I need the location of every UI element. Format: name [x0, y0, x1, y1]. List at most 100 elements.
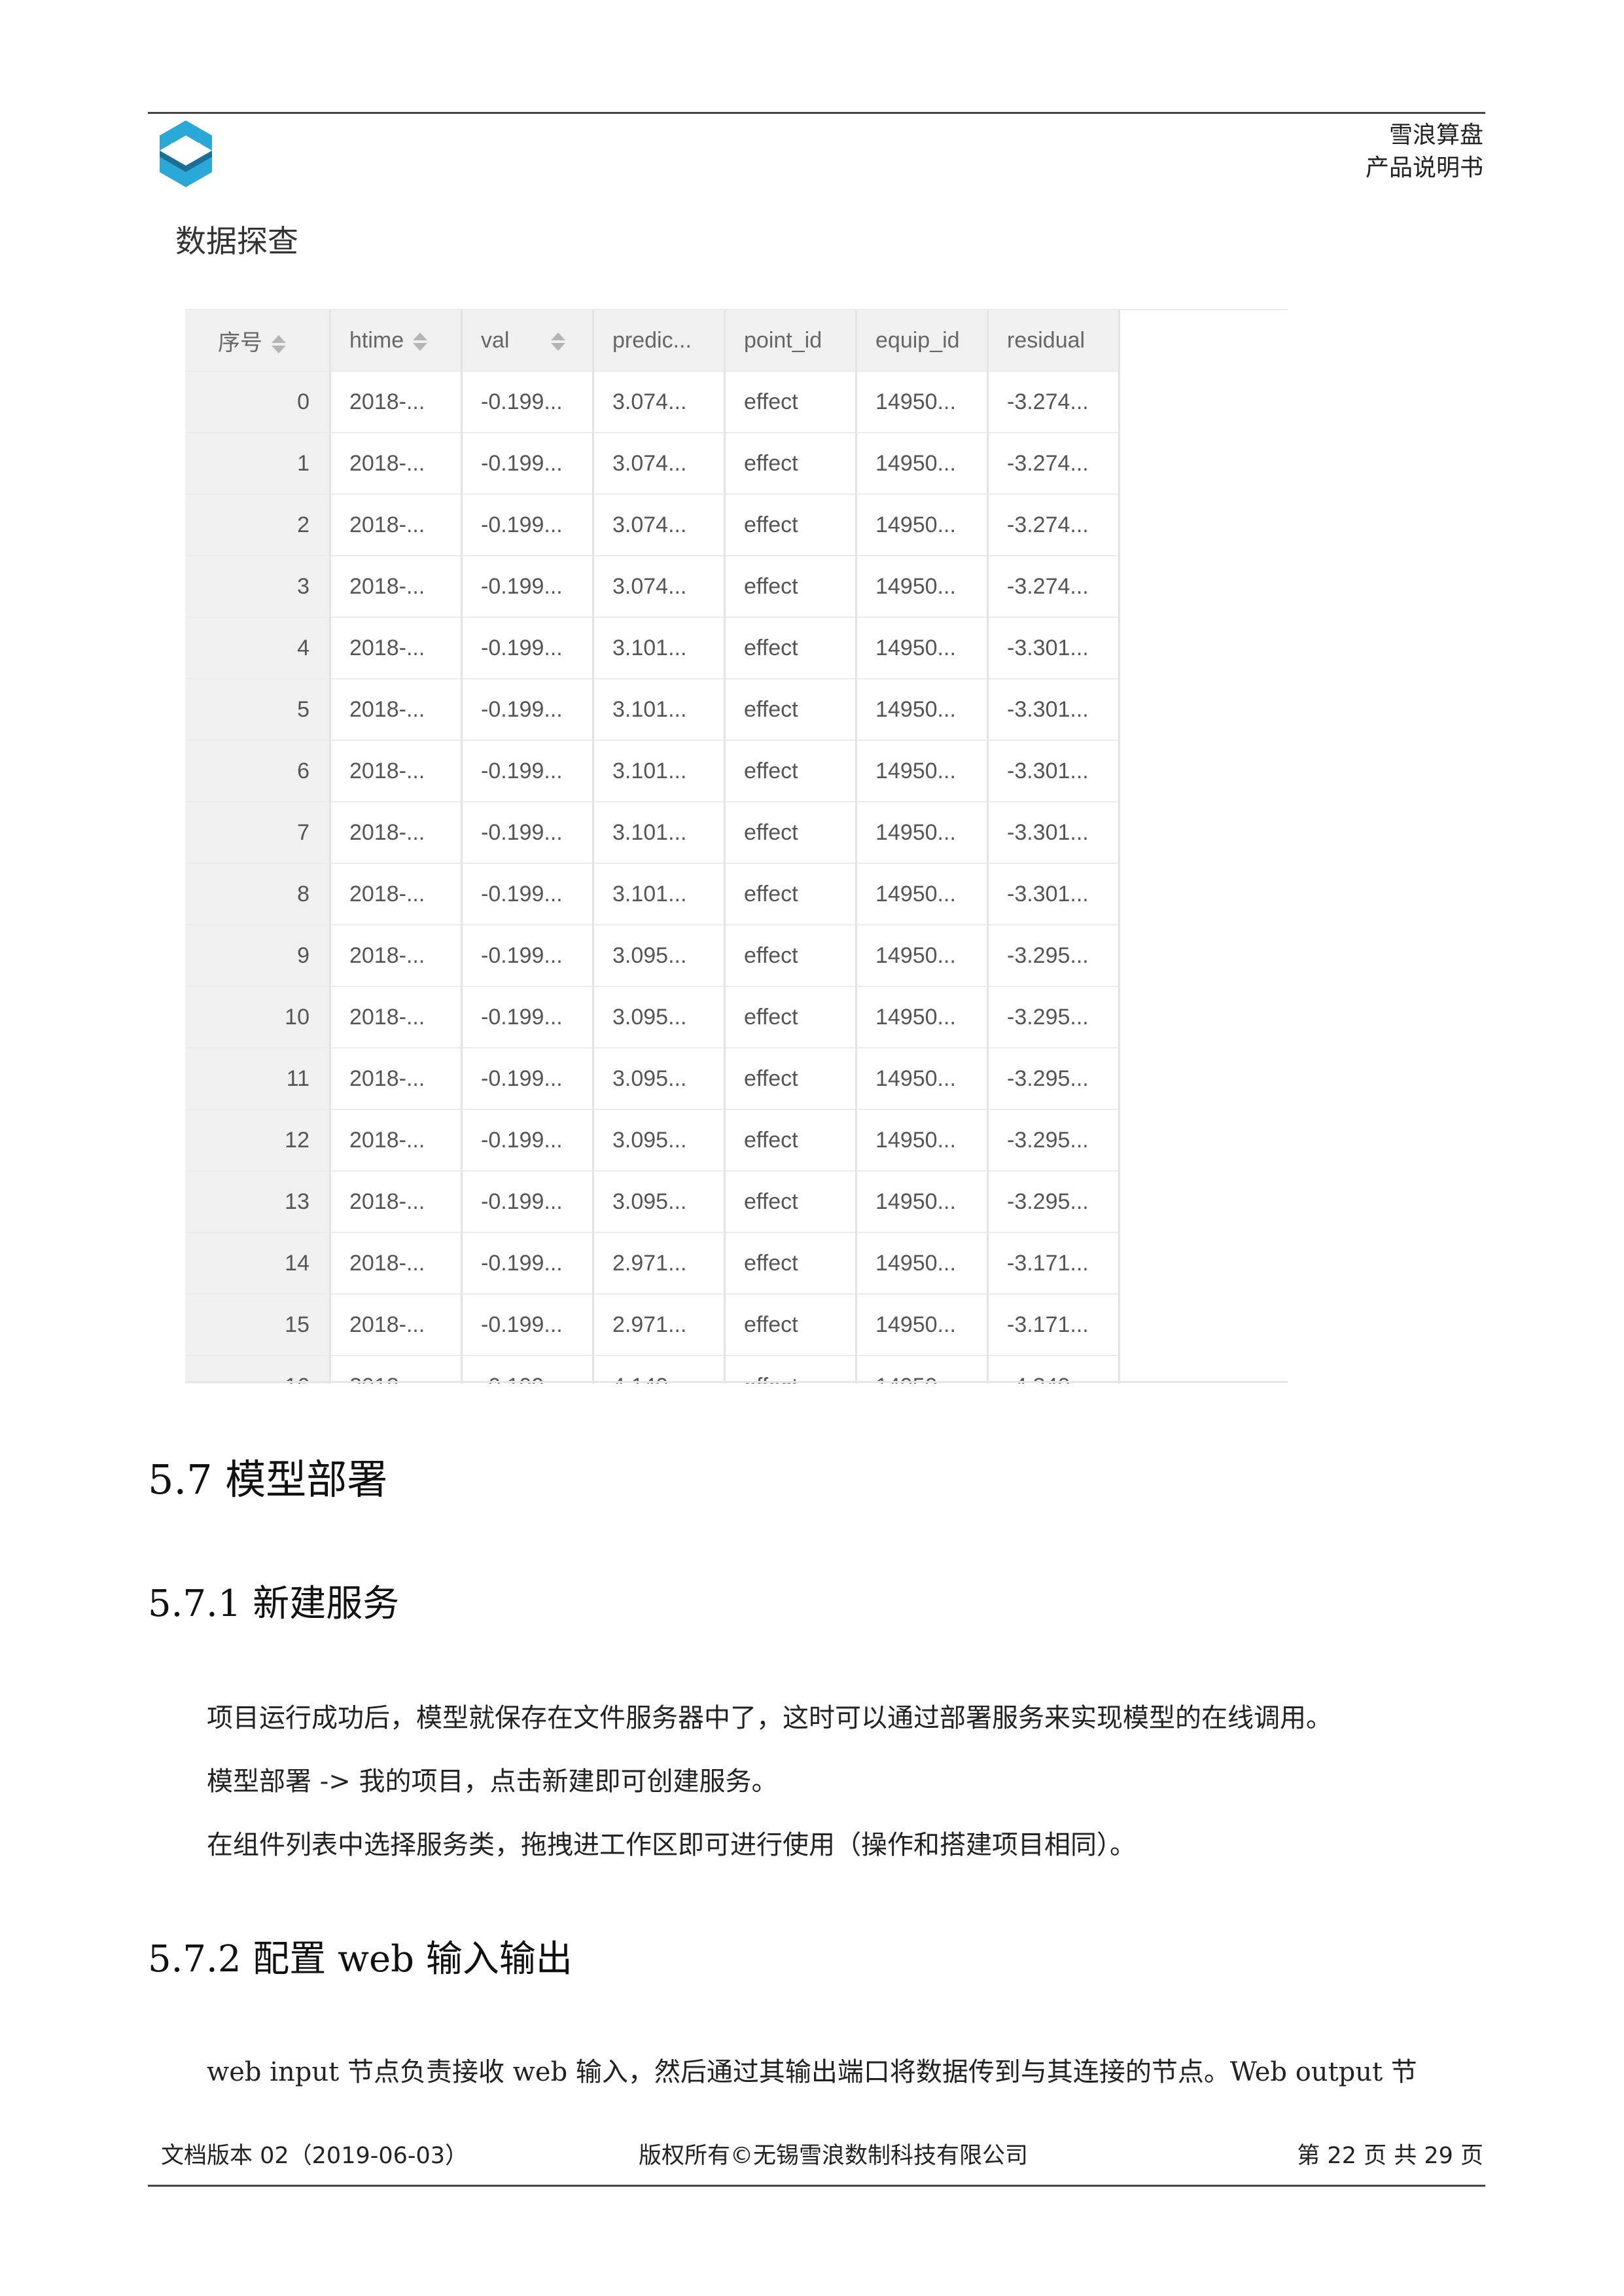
table-row[interactable]: 13 2018-... -0.199... 3.095... effect 14950..…	[185, 1171, 1120, 1233]
table-cell: 14950...	[856, 802, 989, 864]
table-cell: -0.199...	[461, 1355, 594, 1384]
table-cell: -3.295...	[987, 1171, 1120, 1233]
table-cell: 2018-...	[330, 1355, 463, 1384]
table-cell: -0.199...	[461, 863, 594, 925]
table-row[interactable]: 9 2018-... -0.199... 3.095... effect 14950...…	[185, 925, 1120, 987]
table-cell: -3.301...	[987, 617, 1120, 679]
table-cell: 4.140...	[593, 1355, 726, 1384]
row-index-cell: 2	[185, 494, 331, 556]
table-cell: 2018-...	[330, 1109, 463, 1172]
table-cell: -3.295...	[987, 925, 1120, 987]
table-cell: -3.301...	[987, 802, 1120, 864]
table-cell: 3.095...	[593, 1048, 726, 1110]
data-table: 序号 htime val predic... point_id equip_id…	[185, 310, 1120, 1384]
table-cell: 2018-...	[330, 863, 463, 925]
column-header-residual[interactable]: residual	[987, 310, 1120, 372]
table-cell: 2.971...	[593, 1232, 726, 1295]
table-row[interactable]: 7 2018-... -0.199... 3.101... effect 14950...…	[185, 802, 1120, 864]
table-cell: 3.074...	[593, 371, 726, 433]
screenshot-title: 数据探查	[175, 224, 298, 260]
table-cell: -3.301...	[987, 863, 1120, 925]
column-header-index[interactable]: 序号	[185, 310, 331, 372]
table-row[interactable]: 3 2018-... -0.199... 3.074... effect 14950...…	[185, 556, 1120, 618]
column-header-equip-id[interactable]: equip_id	[856, 310, 989, 372]
table-row[interactable]: 2 2018-... -0.199... 3.074... effect 14950...…	[185, 494, 1120, 556]
table-row[interactable]: 15 2018-... -0.199... 2.971... effect 14950..…	[185, 1294, 1120, 1356]
row-index-cell: 16	[185, 1355, 331, 1384]
table-cell: 3.095...	[593, 986, 726, 1049]
column-header-val[interactable]: val	[461, 310, 594, 372]
column-header-htime[interactable]: htime	[330, 310, 463, 372]
paragraph-5-7-1-2: 模型部署 -> 我的项目，点击新建即可创建服务。	[207, 1767, 778, 1797]
table-cell: -3.274...	[987, 433, 1120, 495]
table-row[interactable]: 10 2018-... -0.199... 3.095... effect 14950..…	[185, 986, 1120, 1049]
sort-icon[interactable]	[412, 331, 428, 353]
row-index-cell: 13	[185, 1171, 331, 1233]
table-cell: 3.095...	[593, 1109, 726, 1172]
table-row[interactable]: 12 2018-... -0.199... 3.095... effect 14950..…	[185, 1109, 1120, 1172]
table-cell: -0.199...	[461, 802, 594, 864]
row-index-cell: 6	[185, 740, 331, 802]
sort-icon[interactable]	[270, 333, 286, 355]
table-cell: 14950...	[856, 617, 989, 679]
table-row[interactable]: 1 2018-... -0.199... 3.074... effect 14950...…	[185, 433, 1120, 495]
table-cell: effect	[724, 1355, 857, 1384]
table-cell: 2018-...	[330, 1048, 463, 1110]
table-cell: effect	[724, 1294, 857, 1356]
table-cell: effect	[724, 679, 857, 741]
table-cell: 2018-...	[330, 679, 463, 741]
table-cell: -0.199...	[461, 617, 594, 679]
table-cell: -3.295...	[987, 1048, 1120, 1110]
table-cell: -3.295...	[987, 986, 1120, 1049]
table-cell: 2018-...	[330, 1171, 463, 1233]
table-cell: 2.971...	[593, 1294, 726, 1356]
table-cell: 14950...	[856, 1171, 989, 1233]
table-cell: 3.101...	[593, 679, 726, 741]
table-cell: effect	[724, 371, 857, 433]
table-row[interactable]: 4 2018-... -0.199... 3.101... effect 14950...…	[185, 617, 1120, 679]
header-rule	[148, 112, 1485, 114]
table-cell: 14950...	[856, 556, 989, 618]
row-index-cell: 1	[185, 433, 331, 495]
company-logo-icon	[160, 120, 212, 187]
table-cell: effect	[724, 802, 857, 864]
section-heading-5-7: 5.7 模型部署	[148, 1456, 388, 1503]
table-cell: -3.171...	[987, 1294, 1120, 1356]
table-cell: -0.199...	[461, 1171, 594, 1233]
table-row[interactable]: 14 2018-... -0.199... 2.971... effect 14950..…	[185, 1232, 1120, 1295]
table-row[interactable]: 6 2018-... -0.199... 3.101... effect 14950...…	[185, 740, 1120, 802]
table-cell: effect	[724, 617, 857, 679]
footer-page-info: 第 22 页 共 29 页	[1297, 2143, 1483, 2169]
table-cell: 3.095...	[593, 925, 726, 987]
table-cell: 2018-...	[330, 617, 463, 679]
table-cell: -3.171...	[987, 1232, 1120, 1295]
table-cell: 2018-...	[330, 802, 463, 864]
table-cell: 14950...	[856, 1232, 989, 1295]
table-cell: -3.274...	[987, 556, 1120, 618]
row-index-cell: 3	[185, 556, 331, 618]
table-row[interactable]: 5 2018-... -0.199... 3.101... effect 14950...…	[185, 679, 1120, 741]
header-info: 雪浪算盘 产品说明书	[1366, 119, 1483, 185]
column-header-predict[interactable]: predic...	[593, 310, 726, 372]
table-cell: 2018-...	[330, 1294, 463, 1356]
paragraph-5-7-2-1: web input 节点负责接收 web 输入，然后通过其输出端口将数据传到与其…	[207, 2057, 1417, 2087]
screenshot-bottom-border	[185, 1381, 1288, 1383]
table-cell: -4.340...	[987, 1355, 1120, 1384]
header-product-name: 雪浪算盘	[1388, 122, 1483, 149]
table-cell: 3.074...	[593, 494, 726, 556]
table-cell: 3.101...	[593, 617, 726, 679]
row-index-cell: 10	[185, 986, 331, 1049]
table-cell: 3.101...	[593, 740, 726, 802]
table-row[interactable]: 8 2018-... -0.199... 3.101... effect 14950...…	[185, 863, 1120, 925]
row-index-cell: 15	[185, 1294, 331, 1356]
table-cell: 3.101...	[593, 802, 726, 864]
section-heading-5-7-1: 5.7.1 新建服务	[148, 1583, 400, 1625]
column-header-point-id[interactable]: point_id	[724, 310, 857, 372]
table-row[interactable]: 0 2018-... -0.199... 3.074... effect 14950...…	[185, 371, 1120, 433]
table-cell: effect	[724, 1171, 857, 1233]
table-row[interactable]: 11 2018-... -0.199... 3.095... effect 14950..…	[185, 1048, 1120, 1110]
table-cell: -0.199...	[461, 740, 594, 802]
sort-icon[interactable]	[550, 331, 566, 353]
table-row[interactable]: 162018-...-0.199...4.140...effect14950..…	[185, 1355, 1120, 1384]
table-cell: -0.199...	[461, 679, 594, 741]
